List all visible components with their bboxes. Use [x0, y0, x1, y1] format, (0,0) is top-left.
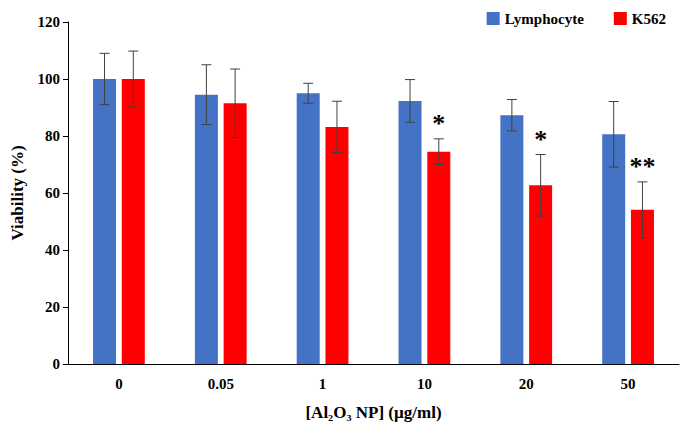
- svg-text:0: 0: [115, 376, 123, 392]
- svg-text:80: 80: [45, 128, 60, 144]
- svg-text:*: *: [534, 125, 547, 154]
- svg-text:10: 10: [417, 376, 432, 392]
- svg-text:120: 120: [38, 14, 61, 30]
- svg-text:1: 1: [319, 376, 327, 392]
- svg-text:60: 60: [45, 185, 60, 201]
- svg-text:20: 20: [519, 376, 534, 392]
- svg-text:Viability (%): Viability (%): [8, 145, 27, 240]
- svg-text:Lymphocyte: Lymphocyte: [505, 11, 585, 27]
- svg-text:K562: K562: [632, 11, 666, 27]
- svg-text:*: *: [432, 109, 445, 138]
- svg-text:0.05: 0.05: [208, 376, 234, 392]
- svg-text:100: 100: [38, 71, 61, 87]
- svg-text:0: 0: [53, 356, 61, 372]
- svg-text:50: 50: [621, 376, 636, 392]
- svg-text:40: 40: [45, 242, 60, 258]
- svg-text:[Al₂O₃ NP] (µg/ml): [Al₂O₃ NP] (µg/ml): [305, 403, 441, 422]
- svg-text:20: 20: [45, 299, 60, 315]
- svg-text:**: **: [629, 152, 655, 181]
